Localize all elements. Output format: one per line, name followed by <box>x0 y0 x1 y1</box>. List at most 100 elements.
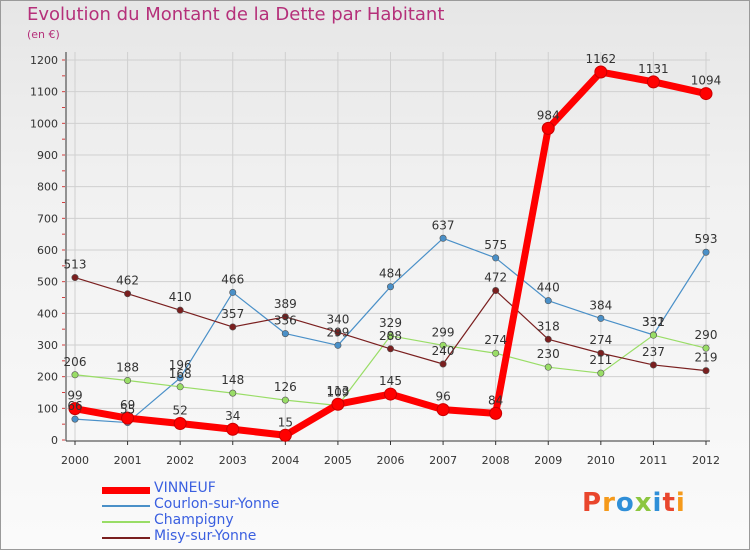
data-label-courlon-sur-yonne: 299 <box>326 325 349 339</box>
data-label-courlon-sur-yonne: 466 <box>221 272 244 286</box>
data-label-champigny: 206 <box>64 355 87 369</box>
data-point-vinneuf <box>173 417 187 431</box>
x-tick-label: 2011 <box>639 454 667 467</box>
data-label-champigny: 148 <box>221 373 244 387</box>
legend-label: Courlon-sur-Yonne <box>154 496 280 512</box>
logo-letter: i <box>675 488 686 518</box>
data-point-misy-sur-yonne <box>386 345 394 353</box>
data-label-courlon-sur-yonne: 332 <box>642 315 665 329</box>
data-label-vinneuf: 1094 <box>691 74 722 88</box>
data-label-vinneuf: 15 <box>278 415 293 429</box>
data-label-vinneuf: 34 <box>225 409 240 423</box>
data-label-vinneuf: 145 <box>379 374 402 388</box>
data-point-champigny <box>544 363 552 371</box>
logo-letter: o <box>615 488 635 518</box>
data-point-misy-sur-yonne <box>281 313 289 321</box>
data-point-courlon-sur-yonne <box>439 234 447 242</box>
x-tick-label: 2006 <box>377 454 405 467</box>
data-point-courlon-sur-yonne <box>597 314 605 322</box>
data-point-misy-sur-yonne <box>544 335 552 343</box>
logo-letter: i <box>652 488 663 518</box>
data-point-misy-sur-yonne <box>597 349 605 357</box>
data-label-misy-sur-yonne: 513 <box>64 258 87 272</box>
data-label-vinneuf: 99 <box>67 389 82 403</box>
data-point-courlon-sur-yonne <box>176 374 184 382</box>
data-point-misy-sur-yonne <box>71 274 79 282</box>
data-point-courlon-sur-yonne <box>281 330 289 338</box>
data-label-courlon-sur-yonne: 440 <box>537 281 560 295</box>
data-label-misy-sur-yonne: 274 <box>589 333 612 347</box>
data-point-courlon-sur-yonne <box>544 297 552 305</box>
proxiti-logo: Proxiti <box>582 488 686 518</box>
data-label-misy-sur-yonne: 472 <box>484 271 507 285</box>
data-label-vinneuf: 69 <box>120 398 135 412</box>
legend-label: Misy-sur-Yonne <box>154 528 257 544</box>
x-tick-label: 2004 <box>271 454 299 467</box>
data-label-misy-sur-yonne: 340 <box>326 312 349 326</box>
logo-letter: t <box>662 488 676 518</box>
y-tick-label: 700 <box>37 212 58 225</box>
logo-letter: r <box>602 488 616 518</box>
x-tick-label: 2002 <box>166 454 194 467</box>
chart-subtitle: (en €) <box>27 28 60 41</box>
data-label-vinneuf: 1131 <box>638 62 669 76</box>
data-label-champigny: 188 <box>116 360 139 374</box>
data-label-vinneuf: 84 <box>488 393 503 407</box>
data-point-courlon-sur-yonne <box>386 283 394 291</box>
data-point-champigny <box>124 376 132 384</box>
x-tick-label: 2001 <box>114 454 142 467</box>
data-point-vinneuf <box>384 387 397 401</box>
data-label-courlon-sur-yonne: 196 <box>169 358 192 372</box>
data-point-vinneuf <box>594 65 608 79</box>
data-point-vinneuf <box>278 428 292 442</box>
y-tick-label: 1000 <box>30 117 58 130</box>
logo-letter: P <box>582 488 603 518</box>
x-tick-label: 2005 <box>324 454 352 467</box>
data-point-courlon-sur-yonne <box>334 341 342 349</box>
y-tick-label: 600 <box>37 244 58 257</box>
legend-label: VINNEUF <box>154 480 216 496</box>
data-point-champigny <box>649 331 657 339</box>
data-point-champigny <box>439 341 447 349</box>
data-point-champigny <box>492 349 500 357</box>
x-tick-label: 2007 <box>429 454 457 467</box>
y-tick-label: 300 <box>37 339 58 352</box>
data-point-champigny <box>702 344 710 352</box>
data-label-misy-sur-yonne: 318 <box>537 319 560 333</box>
data-point-courlon-sur-yonne <box>71 415 79 423</box>
data-label-champigny: 331 <box>642 315 665 329</box>
data-label-champigny: 299 <box>432 325 455 339</box>
data-label-vinneuf: 96 <box>435 390 450 404</box>
data-point-vinneuf <box>121 411 135 425</box>
data-point-vinneuf <box>541 121 555 135</box>
data-label-misy-sur-yonne: 240 <box>432 344 455 358</box>
data-point-misy-sur-yonne <box>124 290 132 298</box>
data-label-misy-sur-yonne: 389 <box>274 297 297 311</box>
data-point-misy-sur-yonne <box>176 306 184 314</box>
data-point-vinneuf <box>226 422 240 436</box>
data-label-misy-sur-yonne: 357 <box>221 307 244 321</box>
data-label-champigny: 290 <box>695 328 718 342</box>
data-label-champigny: 274 <box>484 333 507 347</box>
data-label-courlon-sur-yonne: 55 <box>120 403 135 417</box>
data-point-misy-sur-yonne <box>334 328 342 336</box>
logo-letter: x <box>634 488 653 518</box>
legend-swatch <box>102 486 150 494</box>
y-tick-label: 0 <box>51 434 58 447</box>
data-label-champigny: 126 <box>274 380 297 394</box>
data-label-misy-sur-yonne: 462 <box>116 274 139 288</box>
data-point-champigny <box>176 383 184 391</box>
x-tick-label: 2008 <box>482 454 510 467</box>
data-label-courlon-sur-yonne: 66 <box>67 399 82 413</box>
y-tick-label: 800 <box>37 181 58 194</box>
y-tick-label: 200 <box>37 371 58 384</box>
data-point-courlon-sur-yonne <box>229 288 237 296</box>
x-tick-label: 2000 <box>61 454 89 467</box>
data-label-champigny: 329 <box>379 316 402 330</box>
data-point-vinneuf <box>646 75 660 89</box>
x-tick-label: 2009 <box>534 454 562 467</box>
data-label-vinneuf: 113 <box>326 384 349 398</box>
data-label-misy-sur-yonne: 288 <box>379 329 402 343</box>
y-tick-label: 100 <box>37 402 58 415</box>
